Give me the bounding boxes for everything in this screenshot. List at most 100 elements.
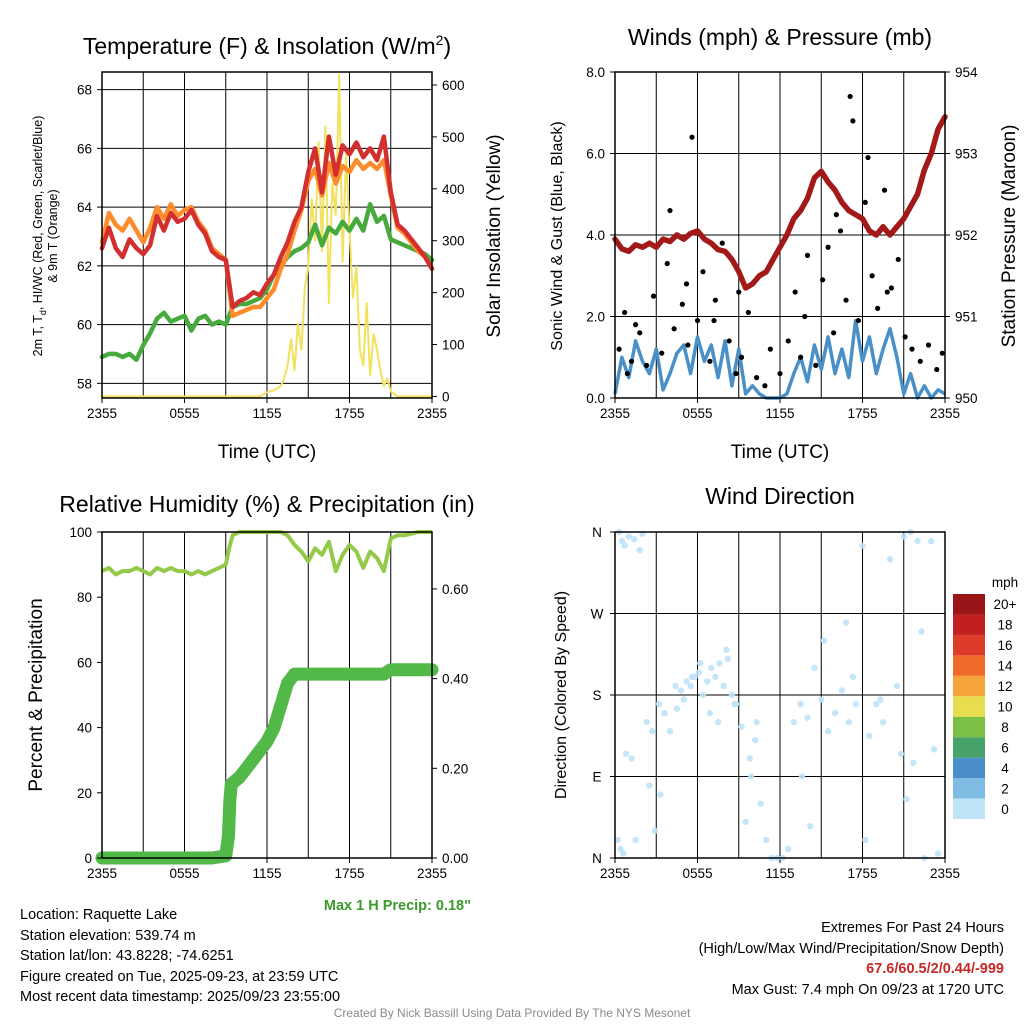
direction-point: [723, 646, 730, 653]
direction-point: [838, 687, 846, 694]
temp-title-sup: 2: [436, 32, 444, 48]
direction-point: [720, 682, 727, 690]
temp-series-9m-t: [99, 157, 435, 319]
winds-gust-point: [925, 342, 932, 348]
direction-point: [661, 709, 668, 717]
colorbar-swatch: [953, 655, 985, 676]
winds-gust-point: [712, 297, 718, 303]
humidity-ylabel: Percent & Precipitation: [26, 598, 47, 791]
direction-point: [680, 696, 687, 703]
winds-gust-point: [825, 244, 831, 250]
direction-point: [738, 723, 745, 730]
winds-gust-point: [777, 370, 783, 377]
winds-y2label: Station Pressure (Maroon): [999, 125, 1020, 348]
winds-gust-point: [685, 342, 691, 348]
temp-title-end: ): [443, 33, 451, 59]
direction-point: [646, 782, 653, 789]
temp-y2tick-label: 100: [442, 338, 465, 353]
temp-frame: [101, 71, 433, 399]
temp-y2tick-label: 600: [442, 78, 465, 93]
direction-point: [746, 755, 753, 762]
temp-xlabel: Time (UTC): [218, 442, 317, 463]
winds-gust-point: [813, 362, 819, 368]
winds-gust-point: [650, 293, 657, 299]
winds-y2label-text: Station Pressure (Maroon): [999, 125, 1020, 348]
winds-gust-point: [671, 326, 677, 332]
colorbar-swatch: [953, 614, 985, 635]
winds-gust-point: [738, 354, 745, 360]
direction-point: [708, 664, 715, 672]
winds-gust-point: [792, 289, 798, 295]
temp-xtick-label: 0555: [169, 406, 199, 421]
direction-point: [893, 682, 901, 690]
humidity-xtick-label: 0555: [169, 866, 199, 881]
direction-point: [631, 536, 638, 543]
colorbar-swatch: [953, 594, 985, 615]
direction-point: [724, 655, 731, 662]
temp-ytick-label: 60: [77, 318, 92, 333]
winds-gust-point: [711, 317, 717, 324]
direction-point: [632, 836, 639, 844]
colorbar-label: 20+: [994, 597, 1017, 612]
winds-gust-point: [762, 383, 768, 389]
direction-point: [757, 800, 764, 807]
direction-point: [900, 533, 907, 540]
max-precip-label: Max 1 H Precip: 0.18": [324, 898, 471, 914]
humidity-y2tick-label: 0.40: [442, 672, 468, 687]
temp-ytick-label: 62: [77, 259, 92, 274]
winds-gust-point: [833, 212, 839, 218]
winds-gust-point: [917, 358, 923, 364]
direction-point: [934, 850, 942, 857]
winds-gust-point: [754, 375, 760, 381]
winds-ytick-label: 0.0: [586, 391, 605, 406]
winds-y2tick-label: 954: [955, 65, 978, 80]
direction-point: [862, 836, 869, 844]
direction-point: [842, 619, 850, 626]
direction-point: [877, 696, 884, 703]
direction-ytick-label: W: [591, 607, 604, 622]
temp-ylabel-line1: 2m T, Td, HI/WC (Red, Green, Scarlet/Blu…: [31, 116, 48, 357]
humidity-xtick-label: 1155: [252, 866, 281, 881]
humidity-xtick-label: 2355: [87, 866, 117, 881]
winds-gust-point: [895, 256, 901, 263]
winds-gust-point: [633, 322, 639, 328]
direction-point: [620, 850, 627, 857]
direction-point: [798, 773, 806, 780]
temp-ylabel-sub: d: [38, 310, 48, 315]
winds-gust-point: [843, 297, 849, 303]
winds-ytick-label: 6.0: [586, 147, 605, 162]
temp-title-main: Temperature (F) & Insolation (W/m: [83, 33, 436, 59]
winds-gust-point: [644, 362, 650, 368]
direction-point: [930, 746, 938, 753]
winds-gust-point: [820, 277, 826, 283]
colorbar-label: 0: [1001, 802, 1009, 817]
winds-gust-point: [881, 187, 888, 193]
temp-ylabel-rest: , HI/WC (Red, Green, Scarlet/Blue): [31, 116, 45, 311]
direction-point: [666, 728, 674, 735]
temp-ytick-label: 68: [77, 83, 92, 98]
direction-point: [831, 709, 839, 717]
winds-gust-point: [624, 370, 630, 377]
figure-created: Figure created on Tue, 2025-09-23, at 23…: [20, 968, 339, 985]
direction-point: [752, 737, 759, 744]
direction-point: [811, 664, 818, 672]
direction-point: [910, 759, 917, 767]
colorbar-label: 6: [1001, 740, 1009, 755]
credit-line: Created By Nick Bassill Using Data Provi…: [333, 1006, 691, 1020]
winds-xtick-label: 2355: [930, 406, 960, 421]
direction-point: [753, 718, 760, 726]
winds-gust-point: [939, 350, 945, 356]
direction-point: [712, 673, 719, 681]
direction-xtick-label: 1155: [765, 866, 794, 881]
winds-gust-point: [850, 118, 856, 124]
winds-gust-point: [831, 330, 837, 336]
direction-point: [657, 791, 664, 798]
temp-xtick-label: 2355: [87, 406, 117, 421]
direction-point: [643, 718, 650, 726]
direction-point: [731, 700, 738, 708]
temp-y2tick-label: 300: [442, 234, 465, 249]
direction-point: [655, 700, 663, 708]
winds-gust-point: [862, 199, 868, 205]
winds-ytick-label: 4.0: [586, 228, 605, 243]
